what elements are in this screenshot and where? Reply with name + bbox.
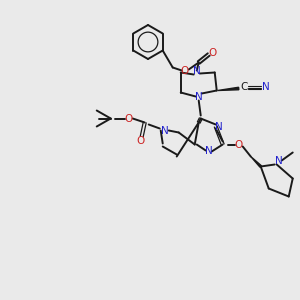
Text: N: N [161,125,169,136]
Text: O: O [235,140,243,149]
Polygon shape [251,157,261,167]
Text: O: O [208,49,217,58]
Text: N: N [195,92,203,101]
Text: C: C [240,82,247,92]
Text: N: N [193,67,201,76]
Text: O: O [124,113,133,124]
Text: O: O [181,65,189,76]
Polygon shape [218,87,239,91]
Text: N: N [262,82,270,92]
Text: N: N [275,155,283,166]
Text: N: N [215,122,223,131]
Text: N: N [205,146,213,155]
Text: O: O [136,136,145,146]
